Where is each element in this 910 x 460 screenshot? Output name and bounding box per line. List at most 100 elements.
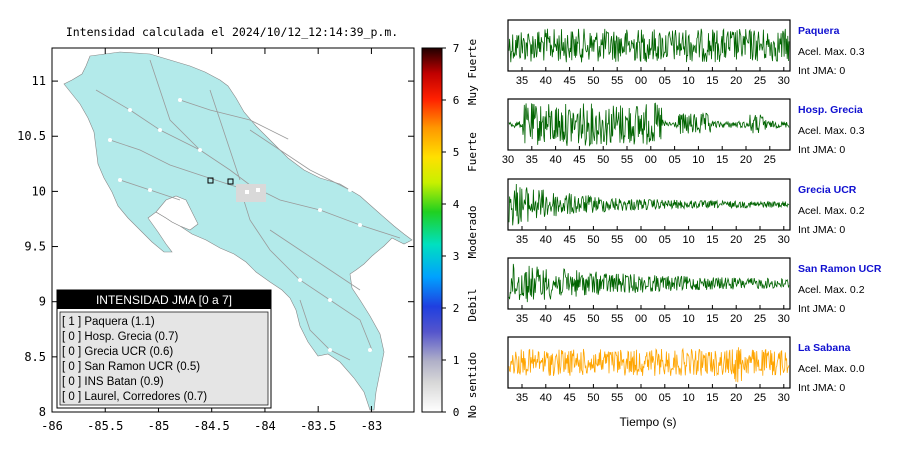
colorbar-categories: No sentido Debil Moderado Fuerte Muy Fuerte — [466, 39, 479, 418]
waveform-tick-label: 10 — [682, 75, 694, 87]
waveform-tick-label: 30 — [778, 392, 790, 404]
waveform-tick-label: 45 — [563, 75, 575, 87]
map-y-tick-label: 9 — [39, 295, 46, 309]
station-jma-intensity: Int JMA: 0 — [798, 303, 845, 315]
waveform-tick-label: 00 — [635, 234, 647, 246]
waveform-tick-label: 20 — [740, 154, 752, 166]
waveform-tick-label: 45 — [563, 392, 575, 404]
station-accel-max: Acel. Max. 0.2 — [798, 205, 865, 217]
legend-item: [ 1 ] Paquera (1.1) — [62, 316, 155, 328]
colorbar-tick-label: 5 — [453, 146, 460, 159]
colorbar-tick-label: 0 — [453, 406, 460, 419]
map-y-tick-label: 10.5 — [17, 129, 46, 143]
map-x-tick-label: -83.5 — [300, 419, 336, 433]
map-x-tick-label: -84.5 — [194, 419, 230, 433]
waveform-trace — [508, 347, 790, 383]
station-name: La Sabana — [798, 342, 851, 354]
colorbar-category-label: Fuerte — [466, 132, 479, 172]
map-y-tick-label: 8 — [39, 405, 46, 419]
colorbar-category-label: No sentido — [466, 352, 479, 418]
station-accel-max: Acel. Max. 0.3 — [798, 125, 865, 137]
waveform-tick-label: 35 — [516, 313, 528, 325]
waveform-tick-label: 15 — [706, 75, 718, 87]
waveform-tick-label: 20 — [730, 313, 742, 325]
waveform-tick-label: 30 — [778, 75, 790, 87]
waveform-tick-label: 40 — [540, 75, 552, 87]
waveform-tick-label: 05 — [659, 392, 671, 404]
waveform-tick-label: 15 — [706, 234, 718, 246]
waveform-tick-label: 55 — [621, 154, 633, 166]
waveform-tick-label: 25 — [754, 392, 766, 404]
waveform-tick-label: 45 — [563, 234, 575, 246]
intensity-legend: INTENSIDAD JMA [0 a 7] [ 1 ] Paquera (1.… — [56, 289, 272, 409]
map-title: Intensidad calculada el 2024/10/12_12:14… — [66, 25, 398, 39]
waveform-panels: 35 40 45 50 55 00 05 10 15 20 25 30 Paquera Acel. Max… — [502, 19, 882, 404]
waveform-tick-label: 50 — [587, 313, 599, 325]
map-x-tick-label: -83 — [361, 419, 383, 433]
map-x-ticks: -86 -85.5 -85 -84.5 -84 -83.5 -83 — [41, 48, 382, 433]
legend-item: [ 0 ] Laurel, Corredores (0.7) — [62, 391, 207, 403]
waveform-tick-label: 10 — [682, 313, 694, 325]
station-jma-intensity: Int JMA: 0 — [798, 144, 845, 156]
colorbar-category-label: Debil — [466, 288, 479, 321]
city-markers — [108, 98, 372, 352]
waveform-tick-label: 40 — [540, 234, 552, 246]
waveform-tick-label: 55 — [611, 392, 623, 404]
colorbar-tick-label: 2 — [453, 302, 460, 315]
colorbar-ticks: 0 1 2 3 4 5 6 7 — [442, 42, 460, 419]
waveform-tick-label: 25 — [754, 75, 766, 87]
colorbar-tick-label: 3 — [453, 250, 460, 263]
waveform-tick-label: 55 — [611, 313, 623, 325]
waveform-tick-label: 50 — [587, 234, 599, 246]
station-accel-max: Acel. Max. 0.3 — [798, 46, 865, 58]
waveform-tick-label: 30 — [502, 154, 514, 166]
station-accel-max: Acel. Max. 0.0 — [798, 363, 865, 375]
waveform-tick-label: 50 — [597, 154, 609, 166]
waveform-tick-label: 35 — [516, 234, 528, 246]
road-network — [95, 59, 401, 361]
waveform-tick-label: 55 — [611, 234, 623, 246]
map-frame — [51, 47, 415, 413]
waveform-trace — [508, 27, 790, 63]
colorbar-tick-label: 4 — [453, 198, 460, 211]
waveform-tick-label: 20 — [730, 392, 742, 404]
waveform-tick-label: 00 — [635, 392, 647, 404]
waveform-tick-label: 40 — [549, 154, 561, 166]
station-name: Hosp. Grecia — [798, 104, 863, 116]
waveform-tick-label: 50 — [587, 392, 599, 404]
map-x-tick-label: -85.5 — [87, 419, 123, 433]
station-jma-intensity: Int JMA: 0 — [798, 382, 845, 394]
waveform-tick-label: 40 — [540, 313, 552, 325]
station-name: San Ramon UCR — [798, 263, 882, 275]
colorbar-category-label: Muy Fuerte — [466, 39, 479, 105]
waveform-tick-label: 50 — [587, 75, 599, 87]
map-x-tick-label: -85 — [148, 419, 170, 433]
waveform-tick-label: 25 — [754, 234, 766, 246]
colorbar-tick-label: 7 — [453, 42, 460, 55]
map-x-tick-label: -84 — [254, 419, 276, 433]
waveform-tick-label: 10 — [682, 392, 694, 404]
legend-item: [ 0 ] Grecia UCR (0.6) — [62, 346, 173, 358]
waveform-tick-label: 20 — [730, 234, 742, 246]
map-y-tick-label: 10 — [32, 184, 46, 198]
station-jma-intensity: Int JMA: 0 — [798, 65, 845, 77]
costa-rica-landmass — [63, 51, 413, 411]
waveform-tick-label: 10 — [692, 154, 704, 166]
waveform-tick-label: 00 — [635, 75, 647, 87]
station-jma-intensity: Int JMA: 0 — [798, 224, 845, 236]
waveform-tick-label: 30 — [778, 234, 790, 246]
legend-item: [ 0 ] INS Batan (0.9) — [62, 376, 164, 388]
waveform-tick-label: 35 — [526, 154, 538, 166]
waveform-tick-label: 15 — [706, 392, 718, 404]
waveform-tick-label: 25 — [754, 313, 766, 325]
waveform-tick-label: 40 — [540, 392, 552, 404]
waveform-tick-label: 55 — [611, 75, 623, 87]
legend-item: [ 0 ] San Ramon UCR (0.5) — [62, 361, 200, 373]
map-area — [63, 51, 413, 411]
waveform-tick-label: 25 — [764, 154, 776, 166]
legend-title-bar — [57, 290, 271, 309]
legend-title: INTENSIDAD JMA [0 a 7] — [96, 293, 232, 307]
station-name: Grecia UCR — [798, 184, 857, 196]
waveform-tick-label: 45 — [563, 313, 575, 325]
